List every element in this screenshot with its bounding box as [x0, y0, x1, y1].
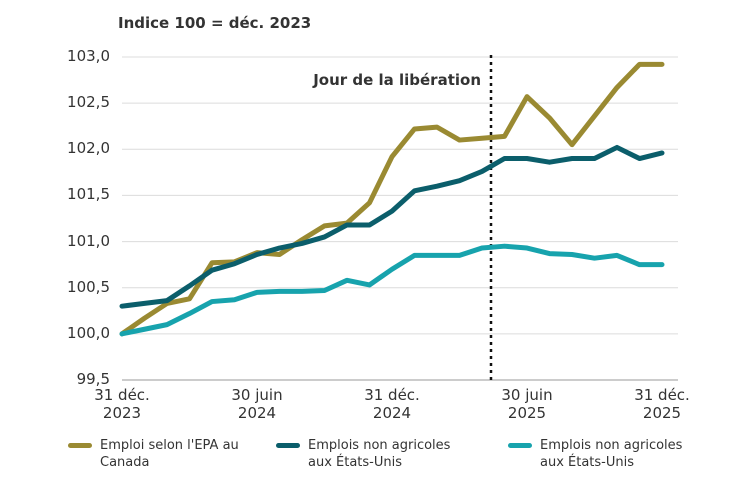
legend-item: Emplois non agricoles aux États-Unis: [508, 437, 700, 471]
y-tick-label: 101,5: [67, 185, 110, 204]
y-tick-label: 102,0: [67, 139, 110, 158]
y-tick-label: 101,0: [67, 231, 110, 250]
series-line: [119, 243, 665, 337]
legend-swatch: [276, 443, 300, 448]
legend-label: Emplois non agricoles aux États-Unis: [540, 438, 683, 470]
legend-item: Emplois non agricoles aux États-Unis: [276, 437, 468, 471]
chart-subtitle: Indice 100 = déc. 2023: [118, 14, 312, 32]
y-tick-label: 100,0: [67, 323, 110, 342]
legend-label: Emplois non agricoles aux États-Unis: [308, 438, 451, 470]
y-tick-label: 102,5: [67, 93, 110, 112]
legend-label: Emploi selon l'EPA au Canada: [100, 438, 239, 470]
x-tick-label: 31 déc. 2024: [364, 386, 420, 422]
x-tick-label: 31 déc. 2023: [94, 386, 150, 422]
series-line: [119, 61, 665, 337]
y-tick-label: 103,0: [67, 47, 110, 65]
x-tick-label: 30 juin 2025: [501, 386, 553, 422]
x-tick-label: 31 déc. 2025: [634, 386, 690, 422]
legend-swatch: [508, 443, 532, 448]
y-tick-label: 99,5: [76, 370, 110, 388]
y-tick-label: 100,5: [67, 277, 110, 296]
legend-item: Emploi selon l'EPA au Canada: [68, 437, 260, 471]
x-tick-label: 30 juin 2024: [231, 386, 283, 422]
series-line: [119, 144, 665, 309]
legend-swatch: [68, 443, 92, 448]
annotation-text: Jour de la libération: [312, 71, 481, 89]
